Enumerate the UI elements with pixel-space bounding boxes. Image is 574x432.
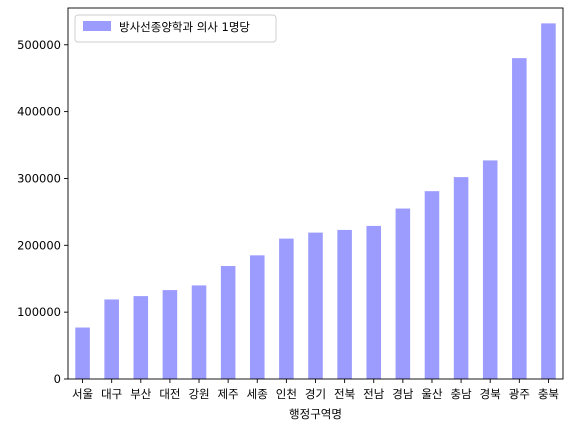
x-tick-label: 인천 [276,387,297,401]
bar-세종 [249,255,265,379]
y-tick-label: 300000 [17,171,61,185]
bar-제주 [220,266,236,379]
legend-label: 방사선종양학과 의사 1명당 [119,20,250,34]
x-tick-label: 부산 [130,387,152,401]
bar-경기 [308,232,323,379]
legend-swatch [83,21,111,31]
bar-경남 [395,208,411,379]
bar-광주 [512,58,527,380]
x-axis-label: 행정구역명 [289,407,342,421]
x-tick-label: 서울 [72,387,93,401]
x-tick-label: 광주 [509,387,530,401]
x-tick-label: 대구 [101,387,122,401]
x-axis-ticks: 서울 대구 부산 대전 강원 제주 세종 인천 경기 전북 전남 경남 울산 충남 경북 광주 충북 [72,379,559,401]
legend: 방사선종양학과 의사 1명당 [74,14,277,43]
bar-충북 [541,23,556,379]
x-tick-label: 충남 [451,387,473,401]
x-tick-label: 경남 [392,387,414,401]
y-tick-label: 0 [54,372,61,386]
x-tick-label: 전북 [334,387,355,401]
bar-인천 [279,238,294,379]
x-tick-label: 울산 [421,387,443,401]
bar-대구 [104,299,119,379]
bar-전남 [366,225,382,379]
x-tick-label: 경북 [480,387,501,401]
bar-대전 [162,290,178,379]
x-tick-label: 제주 [218,387,239,401]
legend-frame [74,14,277,43]
x-tick-label: 충북 [538,387,559,401]
bars-group [75,23,556,380]
y-axis-ticks: 0 100000 200000 300000 400000 500000 [17,38,68,386]
y-tick-label: 100000 [17,305,61,319]
bar-강원 [191,285,207,379]
x-tick-label: 대전 [159,387,180,401]
bar-충남 [453,177,469,379]
bar-부산 [133,296,149,379]
x-tick-label: 세종 [247,387,268,401]
plot-frame [67,7,564,380]
bar-전북 [337,229,352,379]
y-tick-label: 500000 [17,38,61,52]
x-tick-label: 전남 [363,387,385,401]
bar-서울 [75,327,90,379]
y-tick-label: 400000 [17,105,61,119]
y-tick-label: 200000 [17,238,61,252]
x-tick-label: 경기 [305,387,326,401]
bar-울산 [424,191,440,379]
bar-경북 [482,160,498,379]
x-tick-label: 강원 [188,387,209,401]
